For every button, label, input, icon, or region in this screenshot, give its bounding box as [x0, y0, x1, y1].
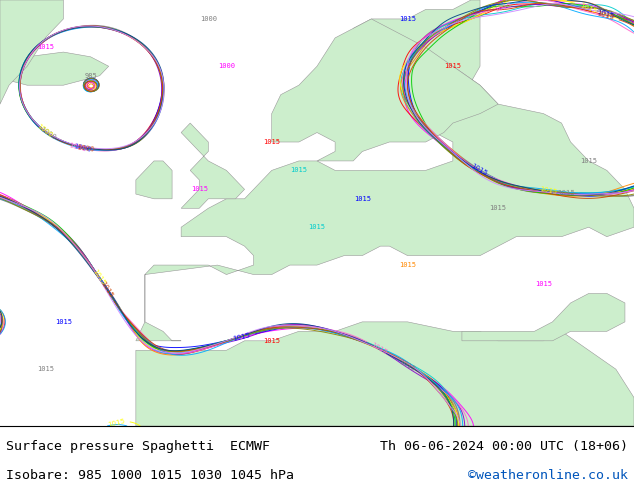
Polygon shape: [136, 161, 172, 199]
Text: 1015: 1015: [493, 1, 512, 13]
Polygon shape: [136, 0, 634, 341]
Text: 1015: 1015: [557, 190, 574, 196]
Polygon shape: [272, 19, 498, 161]
Polygon shape: [0, 0, 63, 104]
Text: 1015: 1015: [99, 280, 113, 298]
Text: 1015: 1015: [580, 158, 597, 164]
Text: 1015: 1015: [309, 224, 325, 230]
Text: 1015: 1015: [354, 196, 371, 202]
Text: 1015: 1015: [596, 9, 615, 19]
Polygon shape: [181, 123, 245, 208]
Text: 1015: 1015: [37, 44, 54, 50]
Text: 1015: 1015: [444, 63, 462, 69]
Text: 1015: 1015: [232, 332, 251, 342]
Text: Surface pressure Spaghetti  ECMWF: Surface pressure Spaghetti ECMWF: [6, 440, 270, 453]
Text: 1000: 1000: [77, 144, 95, 153]
Text: 1015: 1015: [596, 10, 615, 21]
Text: 1015: 1015: [263, 338, 280, 344]
Text: 1000: 1000: [73, 143, 92, 153]
Text: Th 06-06-2024 00:00 UTC (18+06): Th 06-06-2024 00:00 UTC (18+06): [380, 440, 628, 453]
Text: ©weatheronline.co.uk: ©weatheronline.co.uk: [468, 469, 628, 482]
Polygon shape: [462, 294, 625, 341]
Text: 1015: 1015: [535, 281, 552, 287]
Text: 1000: 1000: [218, 63, 235, 69]
Text: 1015: 1015: [399, 262, 416, 268]
Text: 1015: 1015: [107, 418, 126, 428]
Text: 1015: 1015: [370, 342, 389, 356]
Text: 1015: 1015: [470, 163, 488, 176]
Text: 1015: 1015: [595, 6, 613, 17]
Text: 1015: 1015: [55, 319, 72, 325]
Text: 1015: 1015: [398, 358, 416, 372]
Text: 1015: 1015: [539, 186, 557, 196]
Text: 1015: 1015: [191, 186, 208, 193]
Text: Isobare: 985 1000 1015 1030 1045 hPa: Isobare: 985 1000 1015 1030 1045 hPa: [6, 469, 294, 482]
Text: 1015: 1015: [290, 168, 307, 173]
Text: 1015: 1015: [489, 205, 507, 211]
Text: 1000: 1000: [68, 142, 87, 152]
Text: 1015: 1015: [399, 16, 416, 22]
Text: 1000: 1000: [36, 123, 53, 139]
Text: 1015: 1015: [37, 366, 54, 372]
Text: 1015: 1015: [91, 269, 106, 287]
Text: 1000: 1000: [200, 16, 217, 22]
Text: 1015: 1015: [263, 139, 280, 145]
Polygon shape: [136, 322, 634, 426]
Polygon shape: [9, 52, 108, 85]
Text: 1000: 1000: [39, 125, 57, 141]
Text: 1015: 1015: [578, 2, 597, 14]
Text: 985: 985: [84, 73, 97, 79]
